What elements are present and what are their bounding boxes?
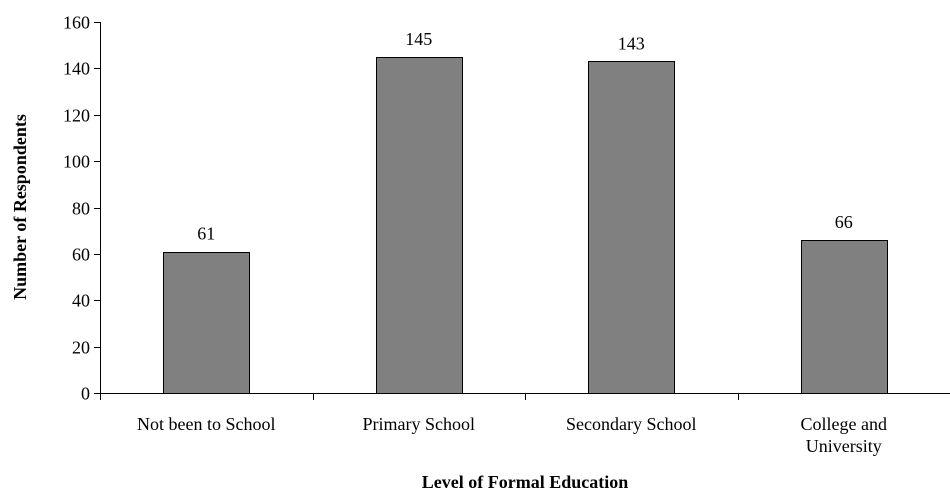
x-category-label: College and [801,414,887,434]
data-labels-group: 61 145 143 66 [197,29,853,244]
bar-value-label: 61 [197,224,215,244]
y-tick-label: 140 [63,59,90,79]
bar [801,240,888,394]
bar [376,57,463,394]
x-category-label: Not been to School [137,414,275,434]
x-ticks-group: Not been to School Primary School Secondar… [100,393,887,456]
bar [588,61,675,394]
y-tick-label: 60 [72,245,90,265]
y-tick-label: 80 [72,199,90,219]
y-tick-label: 0 [81,384,90,404]
x-category-label: Secondary School [566,414,696,434]
y-tick-label: 40 [72,291,90,311]
x-category-label: Primary School [363,414,476,434]
x-category-label: University [806,436,882,456]
y-tick-label: 100 [63,152,90,172]
y-axis-title: Number of Respondents [10,114,30,300]
y-tick-label: 160 [63,13,90,33]
x-axis-title: Level of Formal Education [422,472,628,492]
bar [163,252,250,394]
y-tick-label: 20 [72,338,90,358]
bar-value-label: 145 [405,29,432,49]
bar-value-label: 143 [618,33,645,53]
y-tick-label: 120 [63,106,90,126]
y-ticks-group: 0 20 40 60 80 100 120 140 160 [63,13,100,404]
bar-value-label: 66 [835,212,853,232]
bars-group [163,57,888,394]
